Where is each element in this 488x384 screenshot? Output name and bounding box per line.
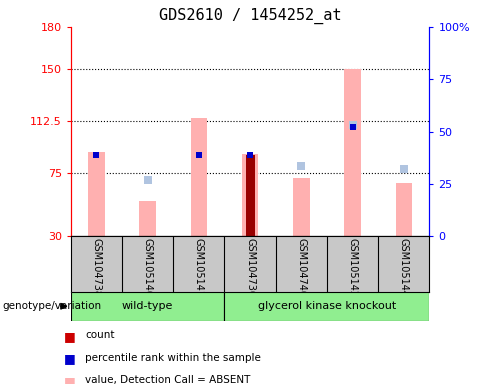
- Text: value, Detection Call = ABSENT: value, Detection Call = ABSENT: [85, 375, 251, 384]
- Text: GSM104736: GSM104736: [245, 238, 255, 297]
- Text: GSM105141: GSM105141: [194, 238, 204, 297]
- Bar: [71, 292, 224, 321]
- Bar: [396, 183, 412, 236]
- Text: GSM105142: GSM105142: [347, 238, 358, 297]
- Bar: [224, 292, 429, 321]
- Text: count: count: [85, 330, 115, 340]
- Text: genotype/variation: genotype/variation: [2, 301, 102, 311]
- Text: ■: ■: [63, 330, 75, 343]
- Bar: [242, 154, 258, 236]
- Text: ■: ■: [63, 353, 75, 366]
- Bar: [191, 118, 207, 236]
- Text: GSM104740: GSM104740: [296, 238, 306, 297]
- Text: percentile rank within the sample: percentile rank within the sample: [85, 353, 261, 362]
- Bar: [245, 155, 255, 236]
- Title: GDS2610 / 1454252_at: GDS2610 / 1454252_at: [159, 8, 341, 24]
- Bar: [140, 201, 156, 236]
- Text: GSM104738: GSM104738: [91, 238, 102, 297]
- Text: GSM105144: GSM105144: [399, 238, 409, 297]
- Text: wild-type: wild-type: [122, 301, 173, 311]
- Bar: [345, 69, 361, 236]
- Text: ■: ■: [63, 375, 75, 384]
- Text: glycerol kinase knockout: glycerol kinase knockout: [258, 301, 396, 311]
- Text: GSM105140: GSM105140: [142, 238, 153, 297]
- Bar: [293, 177, 309, 236]
- Bar: [88, 152, 104, 236]
